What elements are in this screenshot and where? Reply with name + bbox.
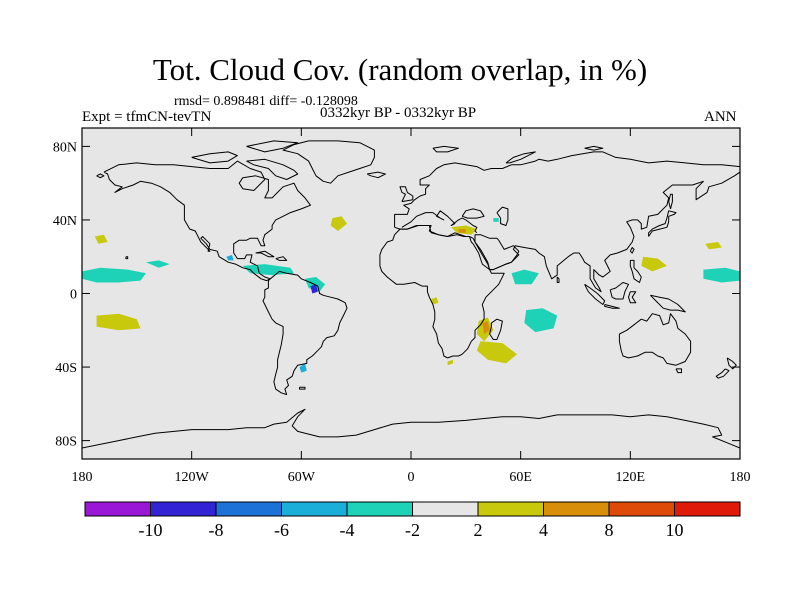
anomaly-patch-south-atlantic-small [299,363,307,373]
lat-tick-label: 0 [70,288,77,303]
lon-tick-label: 180 [730,470,751,485]
coastline-severnaya [584,145,604,151]
lat-tick-label: 40N [53,214,77,229]
coastline-borneo [609,282,629,300]
anomaly-patch-philippine-sea-yellow [641,256,667,272]
coastline-black-sea [461,208,485,219]
anomaly-patch-west-africa-small-yellow [431,297,439,305]
anomaly-patch-north-pacific-yellow [94,234,108,244]
anomaly-patch-mid-atlantic-yellow [330,216,347,231]
anomaly-patch-arabian-sea-band [511,269,539,285]
anomaly-patches [82,216,740,373]
coastline-new-zealand-s [715,368,730,379]
coastline-philippines [629,259,642,283]
coastline-baffin [246,158,299,180]
latitude-axis: 80N 40N 0 40S 80S [53,140,740,450]
anomaly-patch-east-pacific-blob [146,260,170,268]
season-label: ANN [704,109,737,125]
coastline-south-america [262,270,348,396]
coastline-taiwan [629,247,635,254]
coastline-greenland [282,140,375,184]
coastline-hawaii [125,256,129,260]
lon-tick-label: 60W [288,470,316,485]
anomaly-patch-mexico-cyan-small [226,254,234,261]
lon-tick-label: 120W [175,470,210,485]
longitude-axis: 180 120W 60W 0 60E 120E 180 [72,128,751,485]
lon-tick-label: 120E [616,470,646,485]
coastline-uk [399,186,414,203]
period-label: 0332kyr BP - 0332kyr BP [320,105,477,121]
lon-tick-label: 180 [72,470,93,485]
coastline-falklands [299,386,306,390]
coastline-ellesmere [246,140,299,153]
coastline-kamchatka-island [96,173,105,179]
coastline-sulawesi [628,291,637,304]
coastline-tasmania [675,368,682,374]
anomaly-patch-south-africa-yellow [476,341,517,364]
coastline-sakhalin [668,193,673,210]
coastline-cuba [255,250,275,258]
lat-tick-label: 80S [55,435,77,450]
experiment-label: Expt = tfmCN-tevTN [82,109,212,125]
coastline-iceland [366,171,386,179]
anomaly-patch-mediterranean-orange [458,229,466,233]
coastline-new-guinea [650,294,686,313]
coastline-mediterranean-north [401,210,478,234]
anomaly-patch-north-west-pacific-yellow [705,242,722,250]
coastline-novaya-zemlya [505,151,536,164]
coastline-antarctica [82,408,740,449]
coastline-sri-lanka [556,276,560,283]
page-title: Tot. Cloud Cov. (random overlap, in %) [152,52,648,87]
coastline-hispaniola [275,256,288,261]
coastline-svalbard [432,145,459,153]
lat-tick-label: 80N [53,140,77,155]
coastline-canadian-arctic [191,151,238,164]
coastline-japan [648,210,677,237]
anomaly-patch-west-pacific-band [703,267,740,283]
anomaly-patch-patagonia-small-yellow [447,359,453,366]
coastline-north-america [103,160,311,282]
coastline-arabia [474,234,520,271]
anomaly-patch-central-pacific-band [82,267,146,283]
coastlines [82,140,740,449]
coastline-africa [379,225,505,359]
coastline-caspian [496,206,509,226]
coastline-australia [618,313,692,366]
coastline-java [604,304,620,309]
lon-tick-label: 60E [509,470,532,485]
stats-label: rmsd= 0.898481 diff= -0.128098 [174,94,358,109]
anomaly-patch-mozambique-orange [482,321,490,334]
lon-tick-label: 0 [408,470,415,485]
anomaly-patch-south-pacific-yellow [96,313,141,331]
map-ocean-background [82,128,740,459]
anomaly-patch-south-indian-ocean [524,308,558,333]
lat-tick-label: 40S [55,361,77,376]
coastline-sumatra [584,283,606,305]
anomaly-patch-china-cyan-small [493,218,499,222]
coastline-madagascar [489,318,503,340]
anomaly-patch-amazon-mouth-blue [310,284,318,294]
